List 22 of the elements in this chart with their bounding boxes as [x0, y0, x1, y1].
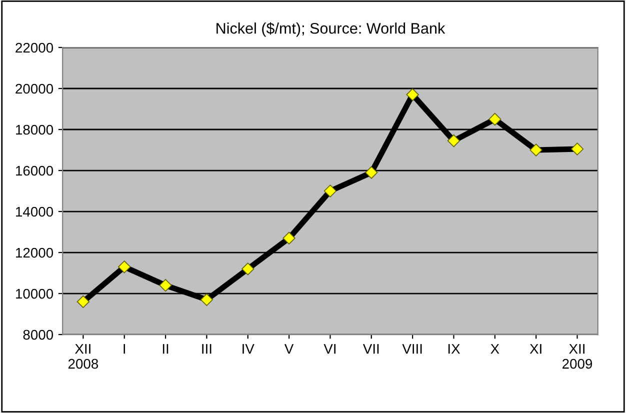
x-tick-label: VI — [324, 344, 336, 354]
x-tick-label: VIII — [402, 344, 422, 354]
chart-title: Nickel ($/mt); Source: World Bank — [216, 22, 446, 37]
y-tick-label: 14000 — [16, 206, 54, 217]
y-tick-label: 18000 — [16, 124, 54, 135]
y-tick-label: 22000 — [16, 42, 54, 53]
x-tick-label: VII — [362, 344, 379, 354]
y-tick-label: 16000 — [16, 166, 54, 176]
x-tick-label: X — [490, 344, 500, 354]
x-tick-label: III — [202, 344, 212, 354]
x-tick-label: XII 2008 — [68, 344, 98, 369]
y-tick-label: 12000 — [16, 248, 54, 258]
x-tick-label: IX — [448, 344, 460, 354]
x-tick-label: IV — [242, 344, 254, 354]
y-tick-label: 20000 — [16, 84, 54, 94]
y-tick-label: 10000 — [16, 288, 54, 299]
y-tick-label: 8000 — [23, 330, 54, 340]
x-tick-label: XII 2009 — [562, 344, 592, 369]
x-tick-label: XI — [530, 344, 542, 354]
x-tick-label: I — [124, 344, 126, 354]
x-tick-label: V — [284, 344, 294, 354]
x-tick-label: II — [162, 344, 168, 354]
